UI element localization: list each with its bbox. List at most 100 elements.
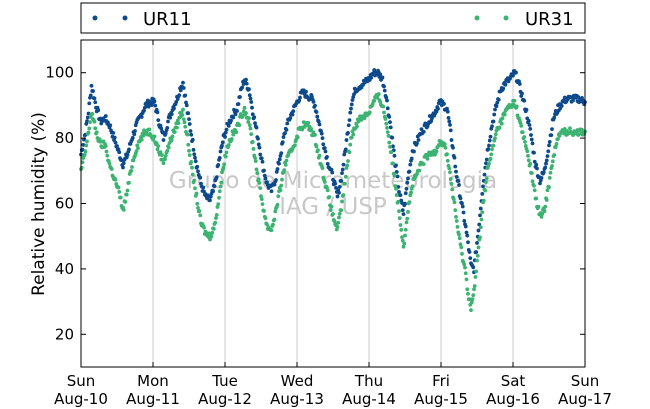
data-point bbox=[415, 171, 419, 176]
data-point bbox=[276, 194, 281, 199]
data-point bbox=[333, 181, 338, 186]
data-point bbox=[347, 150, 352, 155]
data-point bbox=[249, 100, 254, 104]
data-point bbox=[234, 130, 239, 135]
series-ur31 bbox=[79, 92, 587, 313]
data-point bbox=[544, 198, 549, 202]
x-tick-label-date: Aug-16 bbox=[486, 390, 540, 408]
data-point bbox=[112, 135, 117, 140]
data-point bbox=[342, 152, 347, 157]
data-point bbox=[214, 216, 218, 220]
data-point bbox=[460, 204, 465, 209]
data-point bbox=[284, 158, 289, 163]
data-point bbox=[94, 130, 99, 135]
data-point bbox=[482, 172, 487, 177]
data-point bbox=[315, 114, 320, 119]
data-point bbox=[117, 189, 122, 194]
data-point bbox=[430, 116, 434, 121]
data-point bbox=[387, 114, 392, 119]
data-point bbox=[454, 169, 458, 174]
data-point bbox=[96, 108, 101, 113]
data-point bbox=[372, 98, 377, 103]
data-point bbox=[258, 186, 263, 191]
data-point bbox=[278, 188, 283, 193]
data-point bbox=[187, 153, 192, 158]
data-point bbox=[468, 256, 473, 261]
data-point bbox=[272, 182, 277, 187]
data-point bbox=[448, 170, 452, 175]
data-point bbox=[514, 104, 519, 109]
data-point bbox=[220, 143, 224, 148]
data-point bbox=[320, 136, 325, 141]
data-point bbox=[472, 284, 477, 288]
data-point bbox=[242, 105, 247, 110]
data-point bbox=[190, 137, 195, 142]
data-point bbox=[434, 149, 439, 154]
data-point bbox=[481, 184, 485, 189]
data-point bbox=[258, 152, 263, 157]
data-point bbox=[105, 153, 110, 158]
data-point bbox=[159, 126, 164, 131]
data-point bbox=[183, 124, 188, 129]
data-point bbox=[219, 180, 224, 185]
data-point bbox=[478, 213, 482, 218]
data-point bbox=[401, 212, 406, 217]
data-point bbox=[224, 127, 229, 132]
data-point bbox=[191, 147, 196, 152]
x-tick-label-day: Thu bbox=[354, 372, 383, 390]
x-tick-label-date: Aug-12 bbox=[198, 390, 252, 408]
data-point bbox=[154, 141, 159, 146]
data-point bbox=[343, 174, 348, 179]
data-point bbox=[124, 192, 129, 197]
data-point bbox=[130, 135, 135, 140]
data-point bbox=[322, 146, 327, 150]
data-point bbox=[483, 188, 488, 193]
data-point bbox=[259, 197, 264, 202]
data-point bbox=[185, 132, 190, 137]
data-point bbox=[529, 133, 533, 137]
data-point bbox=[406, 210, 410, 214]
data-point bbox=[529, 171, 534, 176]
data-point bbox=[409, 156, 414, 161]
data-point bbox=[152, 99, 157, 104]
data-point bbox=[394, 170, 399, 174]
data-point bbox=[284, 127, 289, 132]
data-point bbox=[325, 188, 330, 193]
data-point bbox=[84, 143, 89, 148]
data-point bbox=[254, 167, 259, 172]
data-point bbox=[198, 213, 203, 218]
x-tick-label-date: Aug-15 bbox=[414, 390, 468, 408]
data-point bbox=[493, 107, 497, 112]
data-point bbox=[447, 119, 452, 124]
data-point bbox=[109, 167, 114, 171]
data-point bbox=[471, 293, 476, 298]
data-point bbox=[217, 156, 222, 160]
data-point bbox=[484, 176, 489, 181]
data-point bbox=[283, 163, 288, 167]
data-point bbox=[118, 195, 123, 200]
data-point bbox=[254, 125, 259, 130]
data-point bbox=[250, 112, 255, 117]
data-point bbox=[290, 112, 295, 117]
data-point bbox=[406, 176, 410, 181]
data-point bbox=[541, 170, 546, 175]
data-point bbox=[163, 157, 167, 162]
data-point bbox=[524, 107, 529, 112]
data-point bbox=[532, 183, 536, 188]
data-point bbox=[532, 150, 536, 155]
data-point bbox=[519, 124, 524, 128]
data-point bbox=[275, 202, 280, 207]
data-point bbox=[348, 142, 353, 147]
data-point bbox=[339, 208, 344, 213]
data-point bbox=[476, 245, 481, 250]
data-point bbox=[269, 189, 274, 194]
data-point bbox=[467, 297, 472, 302]
data-point bbox=[392, 153, 397, 158]
data-point bbox=[139, 115, 144, 119]
data-point bbox=[403, 227, 408, 232]
data-point bbox=[313, 132, 317, 137]
data-point bbox=[155, 147, 160, 152]
data-point bbox=[464, 277, 469, 282]
data-point bbox=[412, 149, 416, 154]
data-point bbox=[484, 180, 488, 185]
